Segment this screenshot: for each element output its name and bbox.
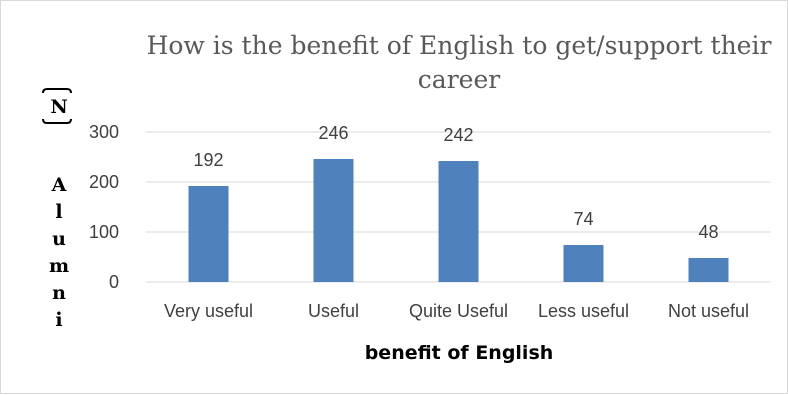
y-axis-title-letter: m [49,255,69,277]
y-tick-label: 200 [89,172,119,192]
data-label: 48 [698,222,718,242]
bar [438,161,479,282]
y-axis-title-letter: l [55,201,62,223]
y-axis-title-bracket-text: N [50,96,67,118]
x-axis-title: benefit of English [365,342,554,364]
bar [563,245,604,282]
chart-title-line-2: career [418,65,500,94]
data-label: 74 [573,209,593,229]
y-axis-title-bracket-top [42,88,72,94]
x-tick-label: Not useful [668,301,749,321]
y-axis-title-letter: u [52,228,66,250]
y-axis-title-letter: n [52,282,66,304]
chart-title-line-1: How is the benefit of English to get/sup… [147,31,772,60]
y-tick-label: 0 [109,272,119,292]
y-axis-title-letter: A [51,174,67,196]
x-ticks: Very useful Useful Quite Useful Less useful… [164,301,749,321]
data-label: 246 [318,123,348,143]
bars [188,159,729,282]
y-tick-label: 300 [89,122,119,142]
y-axis-title-bracket-bottom [42,118,72,124]
bar [688,258,729,282]
y-axis-title-letter: i [55,309,62,331]
data-label: 192 [193,150,223,170]
data-label: 242 [443,125,473,145]
y-tick-label: 100 [89,222,119,242]
y-ticks: 0 100 200 300 [89,122,119,292]
data-labels: 192 246 242 74 48 [193,123,718,242]
x-tick-label: Less useful [538,301,629,321]
x-tick-label: Quite Useful [409,301,508,321]
bar [313,159,354,282]
x-tick-label: Very useful [164,301,253,321]
x-tick-label: Useful [308,301,359,321]
bar [188,186,229,282]
